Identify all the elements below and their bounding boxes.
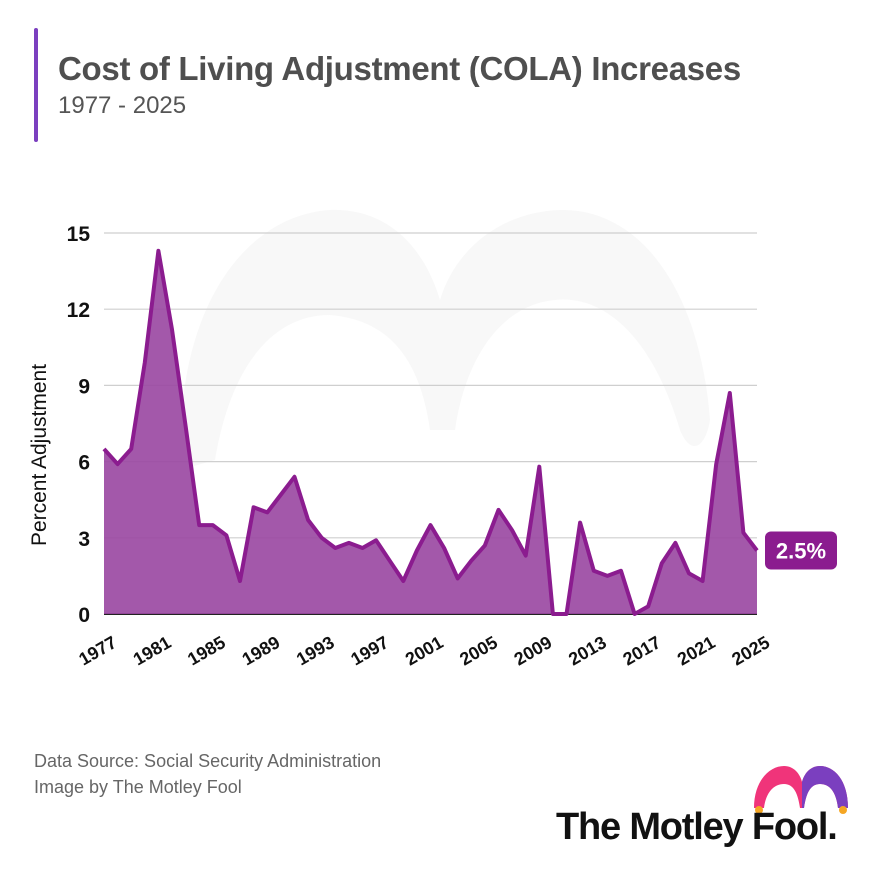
cola-series-area (104, 250, 757, 615)
y-tick-label: 3 (78, 528, 90, 551)
x-tick-label: 1977 (75, 632, 120, 669)
y-tick-label: 6 (78, 452, 90, 475)
x-tick-label: 2013 (565, 632, 610, 669)
chart-title: Cost of Living Adjustment (COLA) Increas… (58, 50, 741, 87)
chart-subtitle: 1977 - 2025 (58, 92, 187, 119)
x-tick-label: 2009 (511, 632, 556, 669)
x-tick-label: 2005 (456, 632, 501, 669)
x-tick-label: 2001 (402, 632, 447, 669)
y-axis-label: Percent Adjustment (28, 364, 51, 546)
y-tick-label: 9 (78, 375, 90, 398)
watermark-hat-icon (179, 209, 710, 470)
data-source-text: Data Source: Social Security Administrat… (34, 751, 382, 771)
x-tick-label: 1981 (130, 632, 175, 669)
cola-area-chart: 0 3 6 9 12 15 Percent Adjustment 1977 1981 1985 19… (28, 209, 837, 670)
x-tick-label: 1993 (293, 632, 338, 669)
y-tick-label: 0 (78, 604, 90, 627)
x-tick-label: 2021 (674, 632, 719, 669)
motley-fool-logo: The Motley Fool. (556, 762, 856, 852)
title-accent-bar (34, 28, 38, 142)
x-tick-label: 1989 (239, 632, 284, 669)
source-notes: Data Source: Social Security Administrat… (34, 748, 381, 800)
logo-wordmark: The Motley Fool. (556, 806, 838, 848)
y-tick-label: 15 (67, 223, 91, 246)
cola-series-line (102, 248, 759, 616)
x-tick-label: 1997 (347, 632, 392, 669)
end-value-label: 2.5% (776, 539, 826, 564)
x-tick-label: 2025 (728, 632, 773, 669)
end-value-badge (765, 531, 837, 570)
x-tick-label: 2017 (619, 632, 664, 669)
y-tick-label: 12 (67, 299, 90, 322)
x-tick-label: 1985 (184, 632, 229, 669)
jester-hat-icon (754, 766, 848, 814)
image-credit-text: Image by The Motley Fool (34, 777, 242, 797)
